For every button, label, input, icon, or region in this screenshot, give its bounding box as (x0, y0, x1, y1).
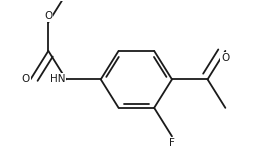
Text: F: F (169, 138, 175, 148)
Text: O: O (21, 74, 29, 84)
Text: HN: HN (50, 74, 65, 84)
Text: O: O (44, 11, 52, 21)
Text: O: O (221, 53, 229, 63)
